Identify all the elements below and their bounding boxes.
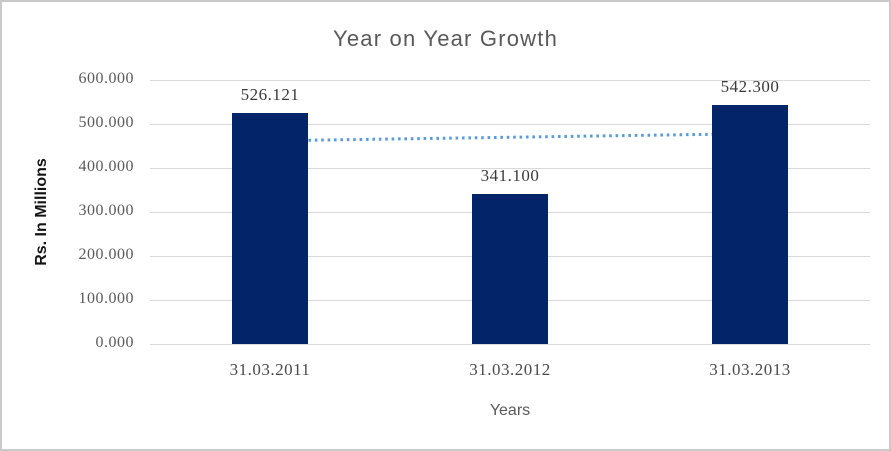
gridline — [150, 79, 870, 81]
y-axis-tick-label: 100.000 — [78, 290, 134, 307]
x-axis-tick-label: 31.03.2011 — [229, 360, 311, 379]
x-axis-tick-label: 31.03.2013 — [709, 360, 791, 379]
bar — [472, 193, 548, 344]
y-axis-tick-label: 500.000 — [78, 114, 134, 131]
x-axis-title: Years — [489, 402, 531, 419]
bar-value-label: 526.121 — [240, 84, 300, 104]
plot-area: 526.121 341.100 542.300 — [150, 77, 870, 345]
bar-value-label: 341.100 — [480, 165, 540, 185]
gridline — [150, 123, 870, 125]
y-axis-tick-label: 0.000 — [95, 334, 134, 351]
y-axis-tick-label: 400.000 — [78, 158, 134, 175]
chart-title: Year on Year Growth — [332, 26, 559, 51]
y-axis-tick-label: 600.000 — [78, 70, 134, 87]
y-axis-tick-label: 300.000 — [78, 202, 134, 219]
gridline — [150, 167, 870, 169]
bar — [232, 112, 308, 344]
gridline — [150, 343, 870, 345]
bar-value-label: 542.300 — [720, 77, 780, 97]
bar — [712, 105, 788, 344]
x-axis-tick-label: 31.03.2012 — [469, 360, 551, 379]
y-axis-tick-label: 200.000 — [78, 246, 134, 263]
